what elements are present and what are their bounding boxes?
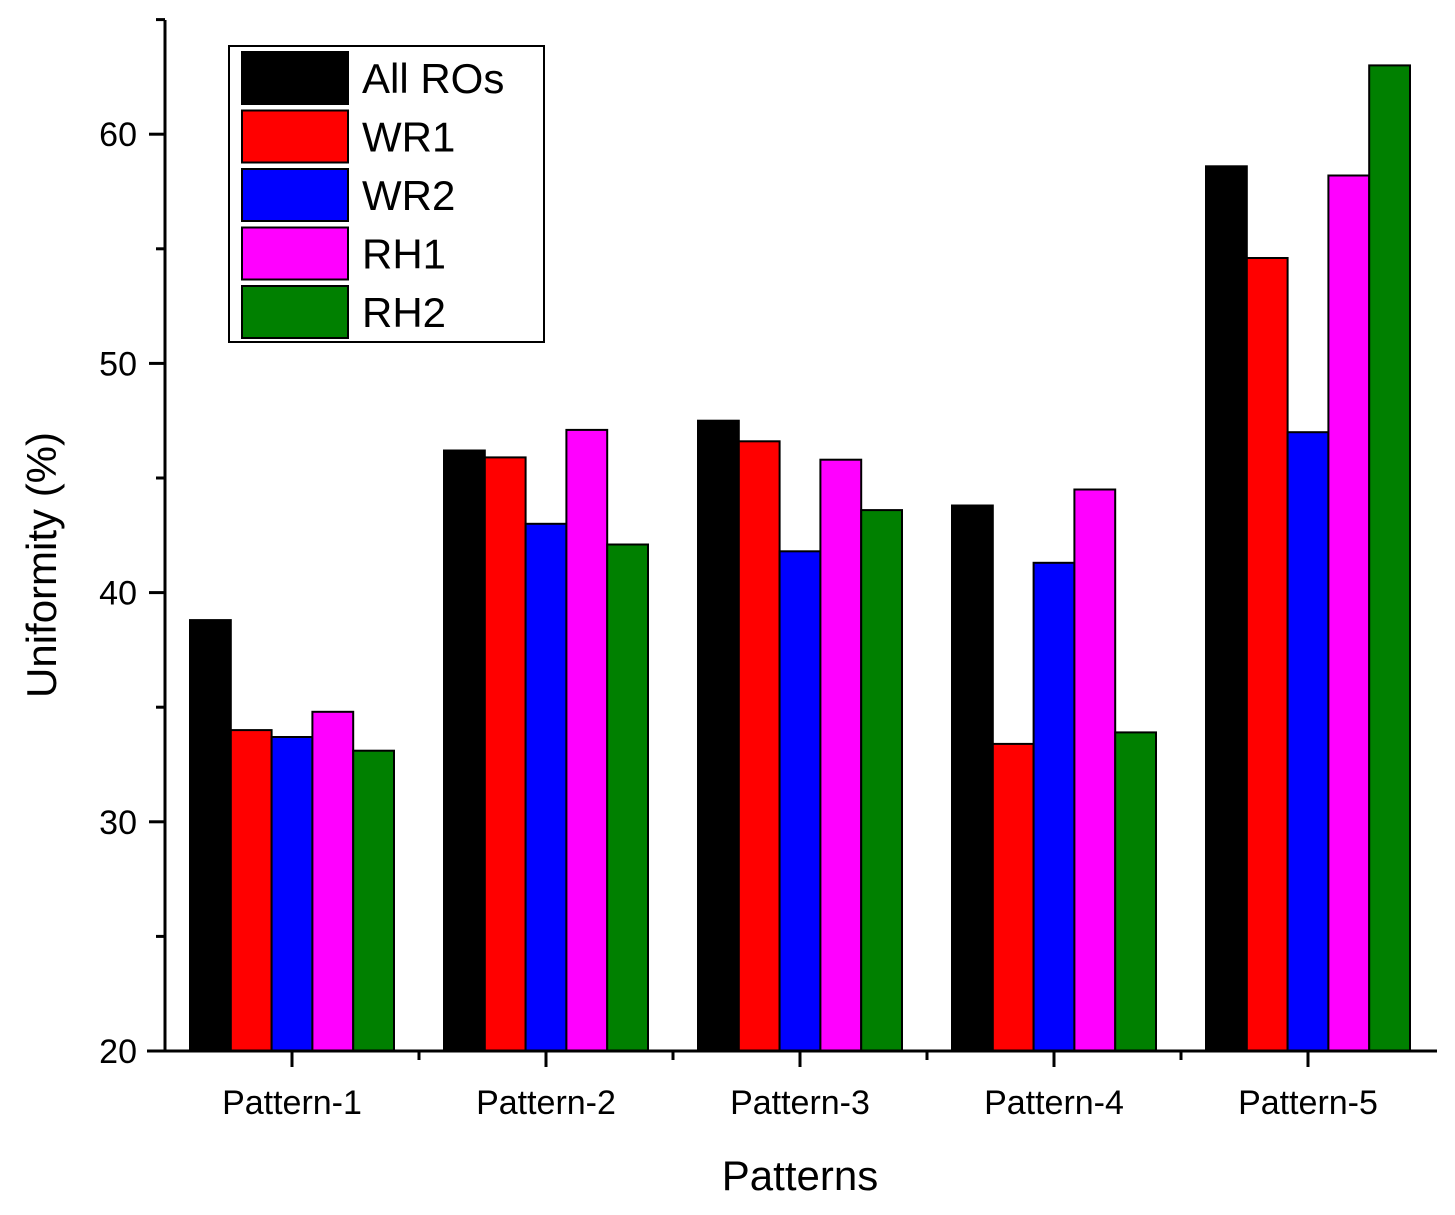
legend-label: WR1 (362, 114, 455, 161)
bar-wr1-pattern-3 (737, 440, 781, 1052)
legend-label: All ROs (362, 55, 504, 102)
bar-all-ros-pattern-5 (1205, 165, 1248, 1053)
bar-wr2-pattern-5 (1286, 431, 1330, 1052)
x-axis-title: Patterns (722, 1152, 878, 1199)
axes-layer: 20 30 40 50 60 Pattern-1 Pattern-2 Pattern-3 Pat… (99, 18, 1437, 1122)
bar-wr1-pattern-2 (483, 456, 527, 1052)
x-tick-label: Pattern-2 (476, 1084, 616, 1122)
x-tick-label: Pattern-4 (984, 1084, 1124, 1122)
bar-all-ros-pattern-1 (189, 619, 232, 1052)
bar-rh1-pattern-4 (1073, 488, 1117, 1052)
y-tick-label: 50 (99, 345, 137, 383)
bar-wr2-pattern-2 (524, 522, 568, 1052)
bar-rh2-pattern-2 (606, 543, 650, 1052)
bar-rh2-pattern-3 (860, 509, 904, 1053)
bar-wr1-pattern-5 (1245, 257, 1289, 1052)
y-tick-label: 60 (99, 116, 137, 154)
y-tick-label: 20 (99, 1033, 137, 1071)
legend-swatch-wr1 (241, 109, 349, 164)
bar-wr2-pattern-1 (270, 736, 314, 1052)
bar-wr1-pattern-1 (229, 729, 273, 1052)
x-tick-label: Pattern-3 (730, 1084, 870, 1122)
bar-rh1-pattern-1 (311, 710, 355, 1052)
legend-label: RH2 (362, 289, 446, 336)
legend-swatch-all-ros (241, 51, 349, 105)
x-tick-label: Pattern-1 (222, 1084, 362, 1122)
x-tick-label: Pattern-5 (1238, 1084, 1378, 1122)
legend-label: WR2 (362, 172, 455, 219)
y-axis-title: Uniformity (%) (18, 432, 65, 698)
bars-layer (189, 64, 1411, 1053)
legend: All ROs WR1 WR2 RH1 RH2 (228, 45, 545, 343)
legend-swatch-rh1 (241, 226, 349, 281)
legend-swatch-wr2 (241, 168, 349, 222)
legend-swatch-rh2 (241, 285, 349, 339)
bar-wr2-pattern-4 (1032, 561, 1076, 1052)
y-tick-label: 30 (99, 804, 137, 842)
bar-all-ros-pattern-2 (443, 449, 486, 1052)
y-tick-label: 40 (99, 575, 137, 613)
bar-all-ros-pattern-4 (951, 504, 994, 1052)
bar-wr1-pattern-4 (991, 742, 1035, 1053)
bar-rh1-pattern-5 (1327, 174, 1371, 1052)
bar-rh2-pattern-5 (1368, 64, 1411, 1052)
bar-rh2-pattern-4 (1114, 731, 1157, 1053)
bar-rh2-pattern-1 (352, 749, 396, 1052)
legend-label: RH1 (362, 231, 446, 278)
bar-rh1-pattern-3 (819, 458, 863, 1052)
bar-wr2-pattern-3 (778, 550, 822, 1052)
bar-rh1-pattern-2 (565, 428, 609, 1052)
bar-all-ros-pattern-3 (697, 419, 740, 1052)
